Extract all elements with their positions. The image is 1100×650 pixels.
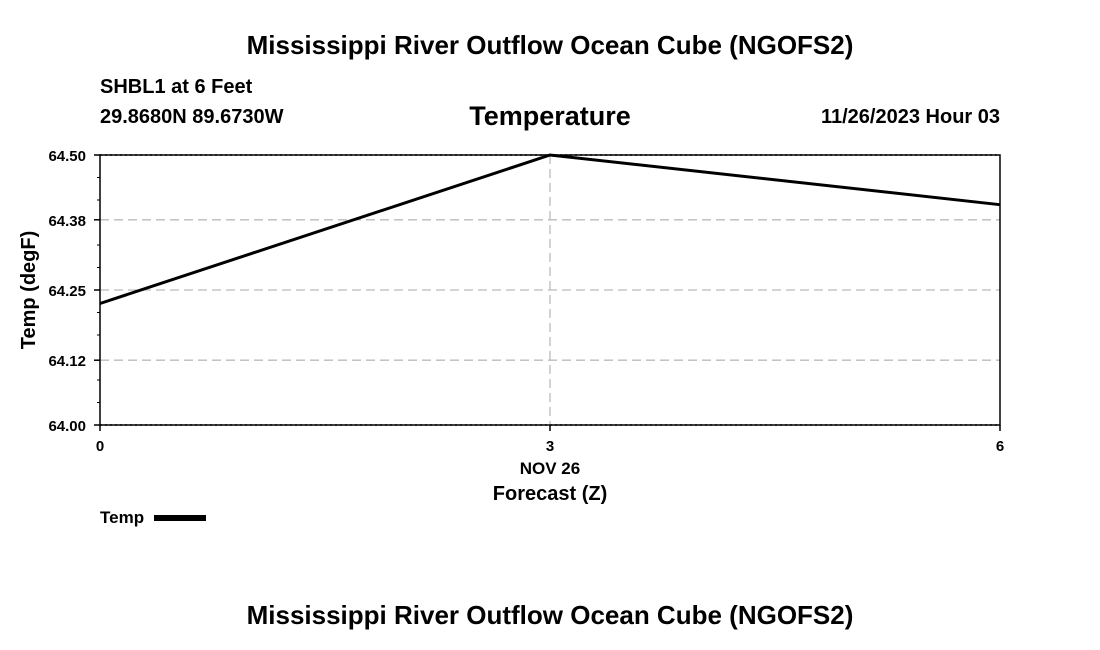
series-layer [99,153,1001,305]
x-date-label: NOV 26 [520,459,580,478]
x-tick-label: 3 [546,438,554,455]
grid-lines [100,154,1000,426]
y-tick-label: 64.25 [48,283,86,300]
y-tick-label: 64.00 [48,418,86,435]
x-tick-label: 6 [996,438,1004,455]
axis-labels: 64.00 64.12 64.25 64.38 64.50 0 3 6 [48,148,1004,455]
station-label: SHBL1 at 6 Feet [100,76,253,98]
datetime-label: 11/26/2023 Hour 03 [820,106,1000,128]
legend: Temp [100,508,207,528]
x-tick-label: 0 [96,438,104,455]
y-tick-label: 64.50 [48,148,86,165]
temp-series-line [99,153,1001,305]
axis-ticks [94,154,1001,431]
y-axis-title: Temp (degF) [18,231,40,350]
legend-label-temp: Temp [100,508,145,527]
footer-title: Mississippi River Outflow Ocean Cube (NG… [246,600,854,630]
coordinates-label: 29.8680N 89.6730W [100,106,284,128]
x-axis-title: Forecast (Z) [493,483,607,505]
chart-title: Mississippi River Outflow Ocean Cube (NG… [246,30,854,60]
y-tick-label: 64.38 [48,213,86,230]
y-tick-label: 64.12 [48,353,86,370]
legend-swatch-temp [154,515,207,521]
chart-subtitle: Temperature [469,101,631,131]
